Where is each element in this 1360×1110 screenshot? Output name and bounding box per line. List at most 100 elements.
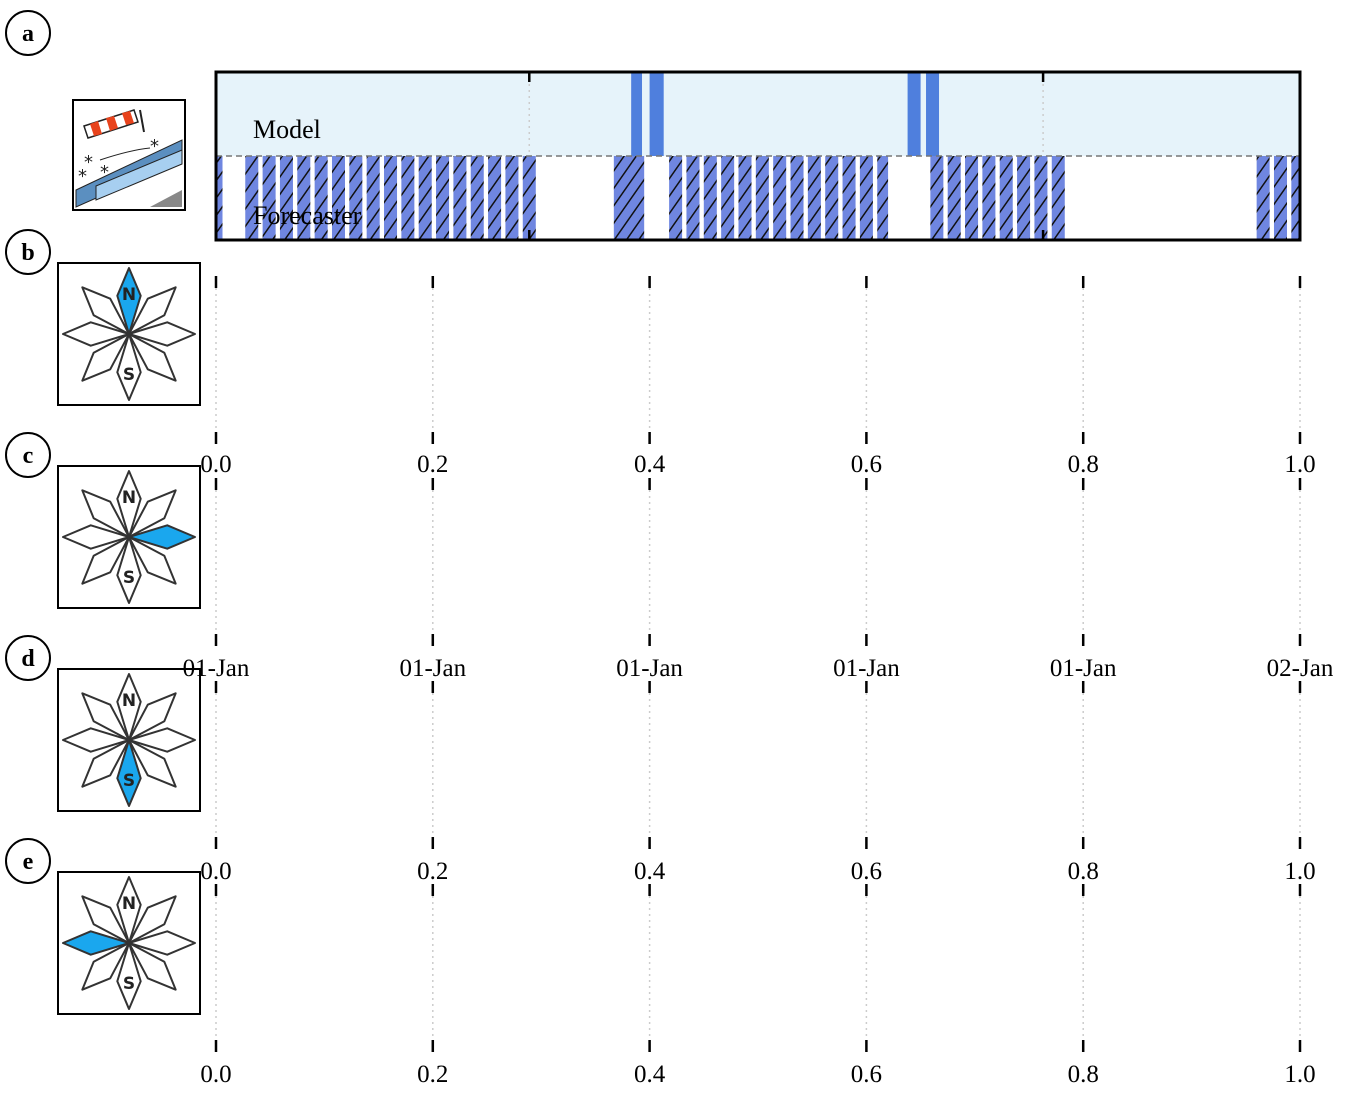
forecaster-event-bar — [1273, 156, 1287, 240]
model-event-bar — [907, 72, 921, 156]
compass-petal-s — [116, 536, 142, 604]
x-tick-label: 0.4 — [634, 451, 666, 478]
svg-text:*: * — [78, 166, 87, 187]
svg-text:d: d — [21, 646, 35, 672]
compass-petal-sw — [81, 942, 130, 991]
forecaster-event-bar — [384, 156, 398, 240]
compass-petal-ne — [128, 692, 177, 741]
x-tick-label: 0.0 — [200, 858, 231, 885]
forecaster-event-bar — [877, 156, 889, 240]
panel-e-axis: 0.0 0.2 0.4 0.6 0.8 1.0 — [200, 884, 1316, 1088]
x-tick-label: 01-Jan — [399, 655, 466, 682]
forecaster-event-bar — [965, 156, 979, 240]
compass-petal-w — [62, 321, 130, 347]
compass-petal-s — [116, 942, 142, 1010]
compass-north-label: N — [122, 894, 136, 914]
forecaster-events — [216, 156, 1300, 240]
compass-petal-ne — [128, 489, 177, 538]
forecaster-event-bar — [245, 156, 259, 240]
forecaster-event-bar — [790, 156, 804, 240]
svg-text:*: * — [150, 136, 159, 157]
compass-petal-nw — [81, 286, 130, 335]
forecaster-event-bar — [773, 156, 787, 240]
svg-text:a: a — [22, 21, 34, 47]
forecaster-event-bar — [279, 156, 293, 240]
compass-petal-e — [128, 930, 196, 956]
compass-icon: NS — [57, 465, 201, 609]
compass-petal-se — [128, 333, 177, 382]
compass-icon: NS — [57, 871, 201, 1015]
panel-b-axis: 0.0 0.2 0.4 0.6 0.8 1.0 — [200, 276, 1316, 478]
forecaster-event-bar — [470, 156, 484, 240]
forecaster-event-bar — [930, 156, 944, 240]
compass-petal-e — [128, 524, 196, 550]
forecaster-event-bar — [505, 156, 519, 240]
forecaster-event-bar — [1051, 156, 1065, 240]
forecaster-event-bar — [613, 156, 645, 240]
x-tick-label: 0.6 — [851, 858, 882, 885]
x-tick-label: 02-Jan — [1267, 655, 1334, 682]
compass-petal-w — [62, 524, 130, 550]
compass-petal-ne — [128, 895, 177, 944]
compass-petal-sw — [81, 333, 130, 382]
compass-petal-n — [116, 876, 142, 944]
x-tick-label: 01-Jan — [616, 655, 683, 682]
windsock-snow-icon: * * * * — [72, 99, 186, 211]
forecaster-event-bar — [522, 156, 536, 240]
x-tick-label: 0.2 — [417, 858, 448, 885]
forecaster-event-bar — [1034, 156, 1048, 240]
forecaster-event-bar — [366, 156, 380, 240]
compass-icon: NS — [57, 668, 201, 812]
forecaster-event-bar — [721, 156, 735, 240]
svg-text:*: * — [84, 152, 93, 173]
x-tick-label: 0.0 — [200, 451, 231, 478]
compass-petal-s — [116, 739, 142, 807]
model-event-bar — [631, 72, 643, 156]
panel-letter-c: c — [5, 432, 51, 478]
x-tick-label: 01-Jan — [1050, 655, 1117, 682]
compass-petal-e — [128, 727, 196, 753]
forecaster-event-bar — [859, 156, 873, 240]
model-event-bar — [926, 72, 940, 156]
forecaster-event-bar — [669, 156, 683, 240]
panel-letter-d: d — [5, 635, 51, 681]
forecaster-event-bar — [436, 156, 450, 240]
x-tick-label: 0.2 — [417, 1061, 448, 1088]
panel-letter-e: e — [5, 838, 51, 884]
forecaster-event-bar — [1256, 156, 1270, 240]
compass-north-label: N — [122, 285, 136, 305]
compass-petal-sw — [81, 536, 130, 585]
panel-letters: a b c d e — [5, 10, 51, 884]
forecaster-event-bar — [1017, 156, 1031, 240]
compass-petal-nw — [81, 692, 130, 741]
model-row-label: Model — [253, 115, 321, 144]
forecaster-event-bar — [349, 156, 363, 240]
compass-petal-nw — [81, 489, 130, 538]
compass-petal-w — [62, 727, 130, 753]
panel-a-frame — [214, 70, 1302, 242]
forecaster-event-bar — [999, 156, 1013, 240]
x-tick-label: 0.8 — [1068, 1061, 1099, 1088]
compass-south-label: S — [123, 365, 135, 385]
compass-petal-n — [116, 470, 142, 538]
x-tick-label: 0.8 — [1068, 451, 1099, 478]
compass-south-label: S — [123, 771, 135, 791]
panel-letter-a: a — [5, 10, 51, 56]
forecaster-event-bar — [216, 156, 223, 240]
compass-south-label: S — [123, 568, 135, 588]
x-tick-label: 0.6 — [851, 451, 882, 478]
forecaster-event-bar — [947, 156, 961, 240]
compass-petal-w — [62, 930, 130, 956]
forecaster-event-bar — [738, 156, 752, 240]
x-tick-label: 01-Jan — [833, 655, 900, 682]
forecaster-event-bar — [755, 156, 769, 240]
compass-petal-se — [128, 536, 177, 585]
x-tick-label: 0.8 — [1068, 858, 1099, 885]
panel-letter-b: b — [5, 229, 51, 275]
compass-petal-sw — [81, 739, 130, 788]
forecaster-row-label: Forecaster — [253, 201, 362, 230]
x-tick-label: 0.6 — [851, 1061, 882, 1088]
forecaster-event-bar — [686, 156, 700, 240]
forecaster-event-bar — [453, 156, 467, 240]
